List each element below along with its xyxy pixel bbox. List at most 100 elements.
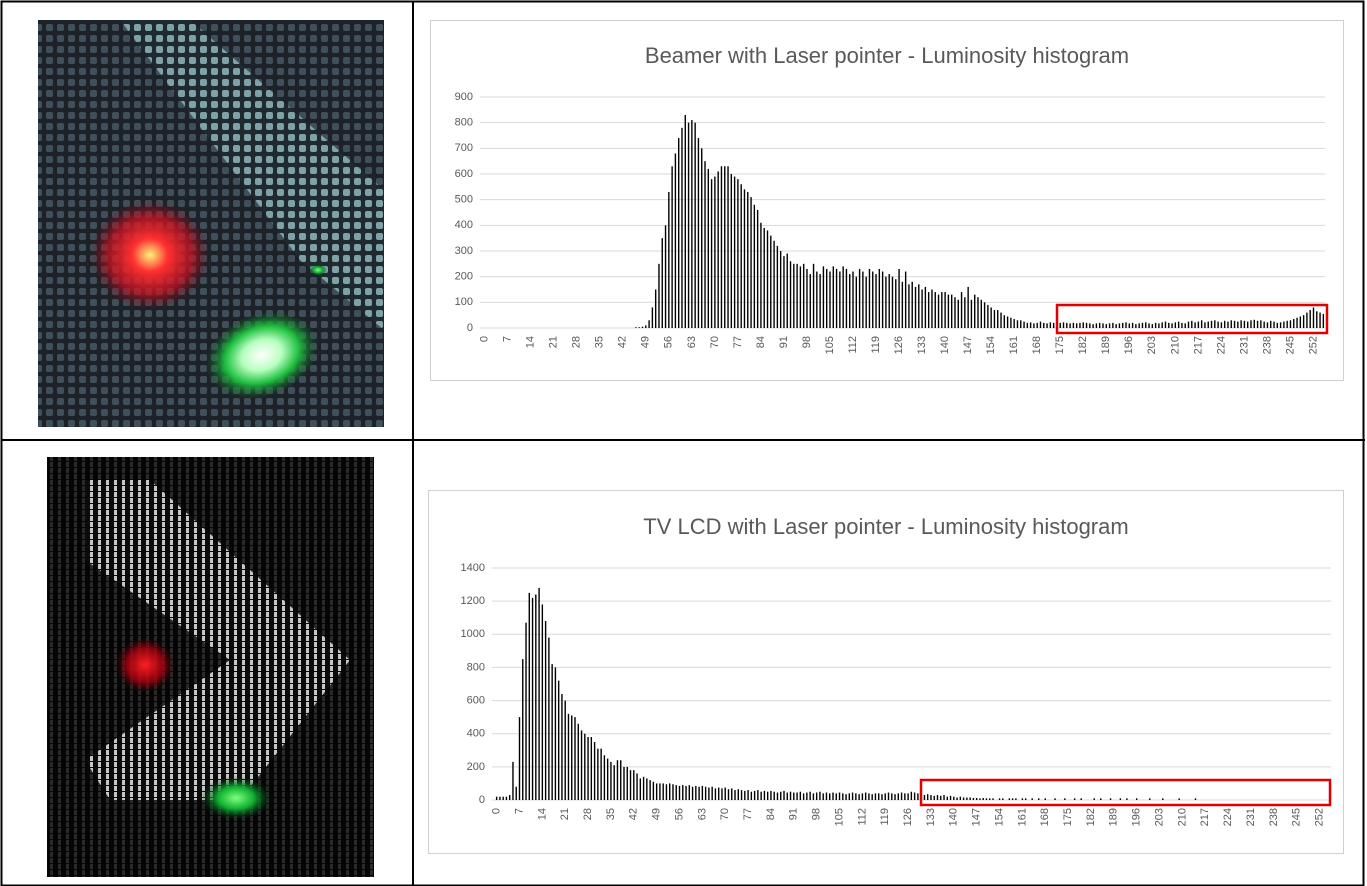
bar (684, 114, 686, 328)
bar (674, 153, 677, 328)
bar (799, 266, 802, 328)
bar (977, 297, 979, 328)
bar (849, 274, 851, 328)
bar (1256, 320, 1259, 328)
bar (587, 737, 589, 800)
bar (1289, 320, 1292, 328)
bar (776, 245, 779, 328)
bar (1118, 323, 1121, 328)
x-tick-label: 77 (732, 336, 744, 348)
bar (987, 304, 989, 328)
bar (865, 276, 867, 328)
x-tick-label: 0 (479, 336, 491, 342)
bar (956, 797, 958, 800)
x-tick-label: 154 (993, 808, 1005, 826)
bar (852, 271, 854, 328)
bar (1141, 322, 1144, 328)
bar (917, 793, 919, 800)
bar (1158, 323, 1160, 328)
bar (1223, 320, 1226, 328)
bar (770, 790, 772, 800)
bar (855, 793, 857, 800)
bar (528, 592, 530, 800)
x-tick-label: 168 (1039, 808, 1051, 826)
y-tick-label: 0 (467, 322, 473, 334)
bar (1181, 322, 1183, 328)
bar (717, 171, 719, 328)
bar (835, 268, 838, 328)
x-tick-label: 119 (870, 336, 882, 354)
bar (1003, 315, 1006, 328)
bar (848, 793, 851, 800)
bar (633, 770, 635, 800)
bar (776, 792, 779, 800)
y-tick-label: 800 (467, 661, 485, 673)
bar (1263, 321, 1265, 328)
bar (885, 276, 887, 328)
bar (1194, 798, 1197, 800)
bar (1102, 323, 1104, 328)
bar (812, 793, 815, 800)
bar (946, 796, 948, 800)
x-tick-label: 196 (1131, 808, 1143, 826)
bar (1095, 323, 1098, 328)
bar (872, 271, 874, 328)
bar (525, 622, 527, 800)
x-tick-label: 154 (985, 336, 997, 354)
x-tick-label: 84 (765, 808, 777, 820)
bar (1020, 320, 1022, 328)
bar (574, 717, 576, 800)
bar (731, 788, 733, 800)
bar (724, 787, 726, 800)
bar (671, 166, 673, 328)
bar (901, 281, 904, 328)
x-tick-label: 49 (651, 808, 663, 820)
bar (819, 274, 821, 328)
red-laser-spot (115, 637, 175, 693)
bar (1043, 322, 1045, 328)
bar (626, 766, 628, 800)
bar (564, 700, 566, 800)
bar (1230, 320, 1232, 328)
bar (1316, 311, 1318, 328)
bar (982, 798, 984, 800)
bar (600, 748, 602, 800)
bar (941, 292, 943, 328)
bar (1187, 321, 1190, 328)
bar (992, 798, 994, 800)
bar (891, 793, 893, 800)
y-tick-label: 0 (479, 794, 485, 806)
bar (1240, 320, 1242, 328)
bar (1046, 323, 1048, 328)
bar (652, 781, 655, 800)
bar (979, 798, 981, 800)
bar (1279, 322, 1282, 328)
bar (802, 263, 805, 328)
bar (561, 693, 563, 800)
bar (914, 286, 917, 328)
bar (701, 148, 703, 328)
x-tick-label: 70 (719, 808, 731, 820)
bar (669, 783, 671, 800)
bar (685, 785, 687, 800)
x-tick-label: 189 (1100, 336, 1112, 354)
x-tick-label: 21 (559, 808, 571, 820)
bar (1131, 322, 1134, 328)
bar (809, 791, 811, 800)
x-tick-label: 0 (491, 808, 503, 814)
y-tick-label: 100 (455, 296, 473, 308)
bar (1197, 321, 1200, 328)
bar (1319, 312, 1321, 328)
bar (648, 320, 650, 328)
bar (1015, 798, 1017, 800)
bar (911, 281, 913, 328)
bar (593, 742, 596, 800)
bar (1302, 315, 1305, 328)
bar (694, 122, 696, 329)
bar (1085, 322, 1088, 328)
bar (891, 276, 894, 328)
x-tick-label: 196 (1123, 336, 1135, 354)
bar (766, 230, 769, 328)
x-tick-label: 126 (893, 336, 905, 354)
bar (1108, 323, 1111, 328)
